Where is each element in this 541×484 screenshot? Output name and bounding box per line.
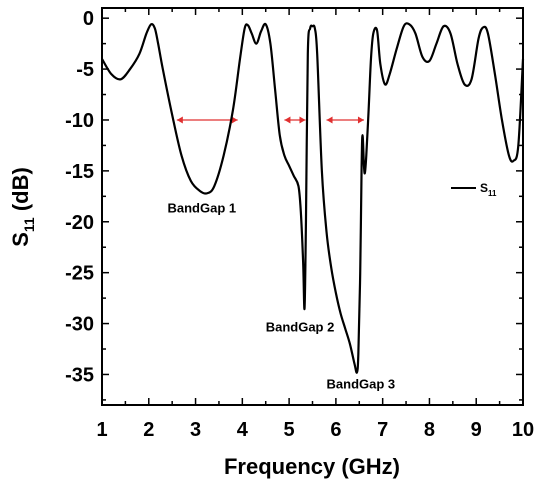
- y-tick-labels: 0 -5 -10 -15 -20 -25 -30 -35: [65, 8, 94, 386]
- x-tick-label: 5: [284, 419, 295, 441]
- y-tick-label: -25: [65, 263, 94, 285]
- x-tick-label: 3: [190, 419, 201, 441]
- bandgap-arrow: [176, 116, 238, 124]
- x-tick-label: 6: [330, 419, 341, 441]
- x-tick-label: 7: [377, 419, 388, 441]
- y-tick-label: -10: [65, 110, 94, 132]
- bandgap-annotation: BandGap 1: [167, 201, 236, 216]
- x-tick-label: 10: [512, 419, 534, 441]
- y-axis-title: S11 (dB): [8, 167, 37, 247]
- annotations: BandGap 1 BandGap 2 BandGap 3: [167, 201, 395, 392]
- y-tick-label: -35: [65, 364, 94, 386]
- axis-ticks: [101, 8, 524, 405]
- y-tick-label: -30: [65, 314, 94, 336]
- x-tick-label: 9: [471, 419, 482, 441]
- plot-frame: [101, 7, 524, 406]
- x-axis-title: Frequency (GHz): [224, 454, 400, 479]
- bandgap-arrow: [326, 116, 364, 124]
- x-tick-label: 4: [237, 419, 249, 441]
- y-tick-label: -15: [65, 161, 94, 183]
- x-tick-label: 1: [96, 419, 107, 441]
- legend-label-s11: S11: [480, 181, 497, 198]
- x-tick-label: 2: [143, 419, 154, 441]
- bandgap-annotation: BandGap 3: [327, 377, 396, 392]
- legend: S11: [451, 181, 497, 198]
- bandgap-arrows: [176, 116, 364, 124]
- y-tick-label: -5: [76, 59, 94, 81]
- bandgap-arrow: [284, 116, 306, 124]
- series-line-s11: [101, 22, 525, 374]
- y-tick-label: -20: [65, 212, 94, 234]
- bandgap-annotation: BandGap 2: [266, 320, 335, 335]
- y-tick-label: 0: [83, 8, 94, 30]
- x-tick-label: 8: [424, 419, 435, 441]
- x-tick-labels: 1 2 3 4 5 6 7 8 9 10: [96, 419, 534, 441]
